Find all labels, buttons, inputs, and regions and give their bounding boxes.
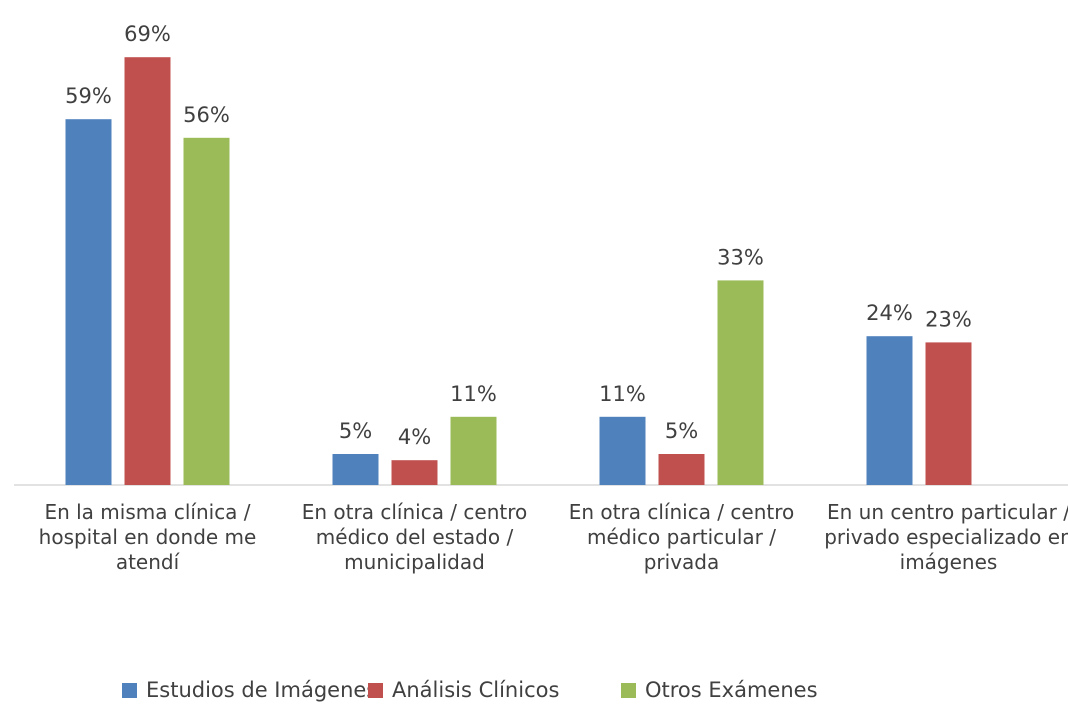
bar xyxy=(450,416,497,485)
data-label: 56% xyxy=(183,103,230,127)
legend-item: Análisis Clínicos xyxy=(368,678,559,702)
data-label: 4% xyxy=(398,425,431,449)
data-label: 5% xyxy=(665,419,698,443)
bar xyxy=(391,460,438,485)
x-tick-label: En un centro particular / privado especi… xyxy=(824,500,1068,574)
bar xyxy=(599,416,646,485)
data-label: 24% xyxy=(866,301,913,325)
legend-item: Otros Exámenes xyxy=(621,678,818,702)
legend-label: Análisis Clínicos xyxy=(392,678,560,702)
x-tick-label: En la misma clínica / hospital en donde … xyxy=(38,500,257,574)
bar xyxy=(866,336,913,485)
bar xyxy=(717,280,764,485)
data-label: 11% xyxy=(450,382,497,406)
data-label: 69% xyxy=(124,22,171,46)
bar xyxy=(65,119,112,485)
bar xyxy=(183,137,230,486)
legend-swatch xyxy=(122,682,137,698)
legend-swatch xyxy=(368,682,383,698)
data-label: 59% xyxy=(65,84,112,108)
legend-label: Otros Exámenes xyxy=(645,678,818,702)
x-tick-label: En otra clínica / centro médico particul… xyxy=(568,500,795,574)
data-label: 11% xyxy=(599,382,646,406)
legend-label: Estudios de Imágenes xyxy=(146,678,378,702)
bar xyxy=(124,57,171,485)
x-tick-label: En otra clínica / centro médico del esta… xyxy=(301,500,528,574)
bar xyxy=(658,454,705,485)
legend-swatch xyxy=(621,682,636,698)
data-label: 33% xyxy=(717,245,764,269)
bar xyxy=(332,454,379,485)
data-label: 23% xyxy=(925,307,972,331)
bar xyxy=(925,342,972,485)
data-label: 5% xyxy=(339,419,372,443)
legend-item: Estudios de Imágenes xyxy=(122,678,377,702)
